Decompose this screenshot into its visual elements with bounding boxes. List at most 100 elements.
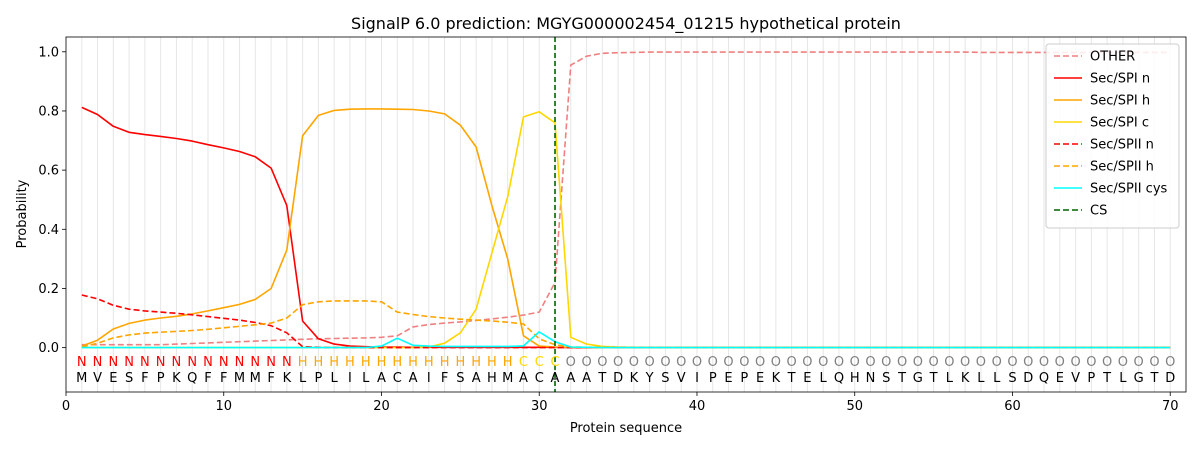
x-tick-label: 10 [215,399,232,414]
residue-label: A [472,371,481,386]
residue-label: P [709,371,717,386]
region-label: O [1165,355,1175,370]
region-label: O [692,355,702,370]
x-tick-label: 60 [1004,399,1021,414]
region-label: N [156,355,166,370]
residue-label: P [314,371,322,386]
region-label: N [124,355,134,370]
residue-label: C [393,371,402,386]
legend-entry: Sec/SPI c [1090,116,1149,131]
residue-label: T [897,371,906,386]
residue-label: T [1102,371,1111,386]
region-label: N [77,355,87,370]
residue-label: A [409,371,418,386]
region-label: O [1118,355,1128,370]
region-label: O [1055,355,1065,370]
region-label: O [976,355,986,370]
region-label: H [345,355,355,370]
residue-label: G [913,371,923,386]
region-label: H [440,355,450,370]
residue-label: M [76,371,87,386]
region-label: O [865,355,875,370]
region-label: N [187,355,197,370]
region-label: O [645,355,655,370]
residue-label: C [535,371,544,386]
region-label: H [314,355,324,370]
legend-box [1045,43,1180,229]
legend-entry: OTHER [1090,50,1135,65]
residue-label: L [977,371,985,386]
residue-label: F [141,371,148,386]
residue-label: V [1071,371,1080,386]
residue-label: M [502,371,513,386]
y-tick-label: 0.8 [38,104,59,119]
residue-label: F [267,371,274,386]
region-label: O [1023,355,1033,370]
axes-frame [65,36,1187,393]
region-label: O [881,355,891,370]
region-label: N [93,355,103,370]
y-axis-ticks: 0.0 0.2 0.4 0.6 0.8 1.0 [38,45,66,356]
region-label: O [992,355,1002,370]
residue-label: L [1119,371,1127,386]
residue-label: A [519,371,528,386]
region-label: O [913,355,923,370]
series-line-other [81,51,1171,346]
residue-label: H [487,371,497,386]
y-axis-label: Probability [15,179,30,248]
x-tick-label: 40 [689,399,706,414]
residue-label: T [1149,371,1158,386]
residue-label: Q [187,371,197,386]
residue-label: P [740,371,748,386]
region-label: N [235,355,245,370]
region-label: H [408,355,418,370]
residue-label: L [993,371,1001,386]
residue-label: A [566,371,575,386]
residue-label: E [756,371,764,386]
residue-label: L [820,371,828,386]
region-label: O [755,355,765,370]
residue-label: V [677,371,686,386]
region-label: O [1134,355,1144,370]
x-axis-ticks: 0 10 20 30 40 50 60 70 [62,392,1179,414]
residue-label: L [362,371,370,386]
residue-label: E [109,371,117,386]
region-label: O [897,355,907,370]
residue-label: S [882,371,890,386]
x-tick-label: 70 [1162,399,1179,414]
residue-label: Q [834,371,844,386]
residue-label: M [234,371,245,386]
x-tick-label: 20 [373,399,390,414]
region-label: N [140,355,150,370]
residue-label: S [1008,371,1016,386]
region-label: O [1102,355,1112,370]
sequence-labels: NMNVNENSNFNPNKNQNFNFNMNMNFNKHLHPHLHIHLHA… [76,355,1175,386]
region-label: H [392,355,402,370]
y-tick-label: 0.2 [38,282,59,297]
x-tick-label: 50 [846,399,863,414]
region-label: O [928,355,938,370]
y-tick-label: 0.6 [38,164,59,179]
region-label: N [172,355,182,370]
residue-label: F [204,371,211,386]
residue-label: L [299,371,307,386]
region-label: O [739,355,749,370]
residue-label: K [772,371,781,386]
residue-label: A [582,371,591,386]
residue-label: S [456,371,464,386]
residue-label: E [724,371,732,386]
residue-label: I [695,371,699,386]
plot-lines [81,51,1171,349]
legend-entry: Sec/SPII cys [1090,182,1168,197]
chart-title: SignalP 6.0 prediction: MGYG000002454_01… [351,14,901,34]
region-label: H [503,355,513,370]
residue-label: D [1165,371,1175,386]
region-label: O [597,355,607,370]
residue-label: S [125,371,133,386]
region-label: N [266,355,276,370]
residue-label: P [1087,371,1095,386]
region-label: H [298,355,308,370]
region-label: O [613,355,623,370]
region-label: H [487,355,497,370]
